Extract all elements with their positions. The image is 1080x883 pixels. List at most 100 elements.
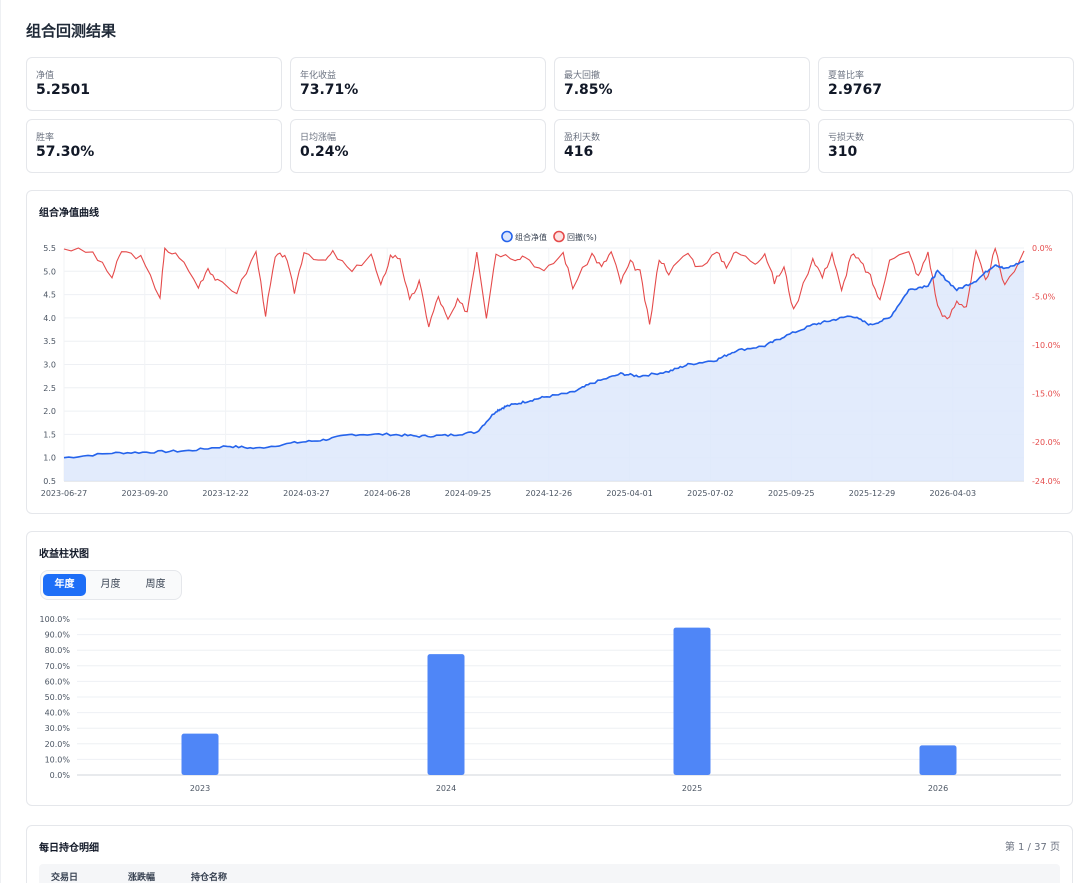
metric-label: 日均涨幅 [300,133,337,143]
y-left-tick-label: 1.5 [43,430,56,439]
y-right-tick-label: -15.0% [1032,390,1061,399]
x-tick-label: 2023 [190,784,210,793]
y-tick-label: 10.0% [45,755,71,764]
y-tick-label: 30.0% [45,724,71,733]
x-tick-label: 2023-12-22 [202,489,249,498]
return-bar-card: 收益柱状图 年度 月度 周度 0.0% 10.0% 20.0% 30.0% 40.0% 5… [26,531,1073,806]
bar-2024 [427,654,465,775]
metric-value: 57.30% [36,144,95,160]
metric-value: 7.85% [564,82,613,98]
y-left-tick-label: 4.0 [43,314,56,323]
metric-card-loss-days: 亏损天数 310 [818,119,1074,173]
metric-label: 最大回撤 [564,71,601,81]
y-tick-label: 80.0% [45,646,71,655]
y-left-tick-label: 4.5 [43,291,56,300]
x-tick-label: 2026-04-03 [930,489,977,498]
nav-chart-title: 组合净值曲线 [39,208,99,219]
y-tick-label: 100.0% [39,615,70,624]
nav-left-axis: 0.5 1.0 1.5 2.0 2.5 3.0 3.5 4.0 4.5 5.0 5.5 [43,244,56,486]
y-left-tick-label: 2.5 [43,384,56,393]
x-tick-label: 2024-09-25 [445,489,492,498]
nav-chart[interactable]: 0.5 1.0 1.5 2.0 2.5 3.0 3.5 4.0 4.5 5.0 5.5 0.0% -5… [27,191,1072,513]
metric-card-annual-return: 年化收益 73.71% [290,57,546,111]
bar-x-axis: 2023 2024 2025 2026 [190,784,948,793]
x-tick-label: 2025-04-01 [606,489,653,498]
metric-label: 净值 [36,71,55,81]
y-left-tick-label: 2.0 [43,407,56,416]
drawdown-line[interactable] [63,246,1025,328]
y-left-tick-label: 5.0 [43,267,56,276]
y-right-tick-label: -20.0% [1032,438,1061,447]
period-tabs: 年度 月度 周度 [40,570,182,600]
metric-label: 年化收益 [300,71,337,81]
metric-value: 73.71% [300,82,359,98]
y-tick-label: 60.0% [45,677,71,686]
y-left-tick-label: 1.0 [43,454,56,463]
nav-line[interactable] [63,260,1025,459]
page-title: 组合回测结果 [26,22,117,40]
metric-card-sharpe: 夏普比率 2.9767 [818,57,1074,111]
nav-right-axis: 0.0% -5.0% -10.0% -15.0% -20.0% -24.0% [1032,244,1061,486]
metric-value: 5.2501 [36,82,91,98]
holdings-card: 每日持仓明细 第 1 / 37 页 交易日 涨跌幅 持仓名称 [26,825,1073,883]
metric-value: 0.24% [300,144,349,160]
bar-2026 [919,745,957,775]
y-right-tick-label: -5.0% [1032,293,1056,302]
y-tick-label: 0.0% [50,771,71,780]
metric-value: 310 [828,144,858,160]
bar-series [181,627,957,775]
pagination-label[interactable]: 第 1 / 37 页 [1004,842,1060,853]
return-bar-title: 收益柱状图 [39,549,89,560]
column-header-change[interactable]: 涨跌幅 [128,873,156,883]
legend-nav-label[interactable]: 组合净值 [515,232,547,242]
metric-label: 亏损天数 [828,133,865,143]
tab-weekly[interactable]: 周度 [145,579,166,590]
x-tick-label: 2023-09-20 [122,489,169,498]
metric-card-daily-avg: 日均涨幅 0.24% [290,119,546,173]
y-tick-label: 40.0% [45,709,71,718]
legend-nav-swatch[interactable] [501,230,513,243]
metric-card-profit-days: 盈利天数 416 [554,119,810,173]
bar-2023 [181,733,219,775]
x-tick-label: 2023-06-27 [41,489,88,498]
metric-label: 夏普比率 [828,71,865,81]
x-tick-label: 2025-12-29 [849,489,896,498]
column-header-trade-date[interactable]: 交易日 [51,873,79,883]
y-right-tick-label: -10.0% [1032,341,1061,350]
y-tick-label: 90.0% [45,631,71,640]
x-tick-label: 2025 [682,784,702,793]
column-header-holding-name[interactable]: 持仓名称 [191,873,228,883]
metric-value: 2.9767 [828,82,883,98]
return-bar-chart[interactable]: 0.0% 10.0% 20.0% 30.0% 40.0% 50.0% 60.0% 70.0% 8… [27,532,1072,805]
y-left-tick-label: 0.5 [43,477,56,486]
nav-x-axis: 2023-06-27 2023-09-20 2023-12-22 2024-03-27… [41,489,976,498]
metric-value: 416 [564,144,594,160]
y-right-tick-label: 0.0% [1032,244,1053,253]
tab-monthly[interactable]: 月度 [100,579,121,590]
x-tick-label: 2025-07-02 [687,489,734,498]
y-tick-label: 20.0% [45,740,71,749]
nav-legend: 组合净值 回撤(%) [501,230,597,243]
bar-y-axis: 0.0% 10.0% 20.0% 30.0% 40.0% 50.0% 60.0% 70.0% 8… [39,615,70,780]
x-tick-label: 2024-03-27 [283,489,330,498]
holdings-title: 每日持仓明细 [39,843,99,854]
metric-label: 盈利天数 [564,133,601,143]
y-left-tick-label: 5.5 [43,244,56,253]
x-tick-label: 2024 [436,784,456,793]
y-tick-label: 50.0% [45,693,71,702]
x-tick-label: 2024-06-28 [364,489,411,498]
tab-yearly[interactable]: 年度 [43,574,86,596]
legend-drawdown-swatch[interactable] [553,230,565,243]
y-tick-label: 70.0% [45,662,71,671]
x-tick-label: 2026 [928,784,948,793]
x-tick-label: 2024-12-26 [526,489,573,498]
x-tick-label: 2025-09-25 [768,489,815,498]
legend-drawdown-label[interactable]: 回撤(%) [567,232,597,242]
metric-card-win-rate: 胜率 57.30% [26,119,282,173]
nav-chart-card: 组合净值曲线 0.5 1.0 1.5 2.0 2.5 3.0 3.5 4.0 4.5 5.0 5.5… [26,190,1073,514]
y-left-tick-label: 3.5 [43,337,56,346]
nav-area [64,261,1024,481]
metric-label: 胜率 [36,133,55,143]
bar-grid [77,618,1061,776]
